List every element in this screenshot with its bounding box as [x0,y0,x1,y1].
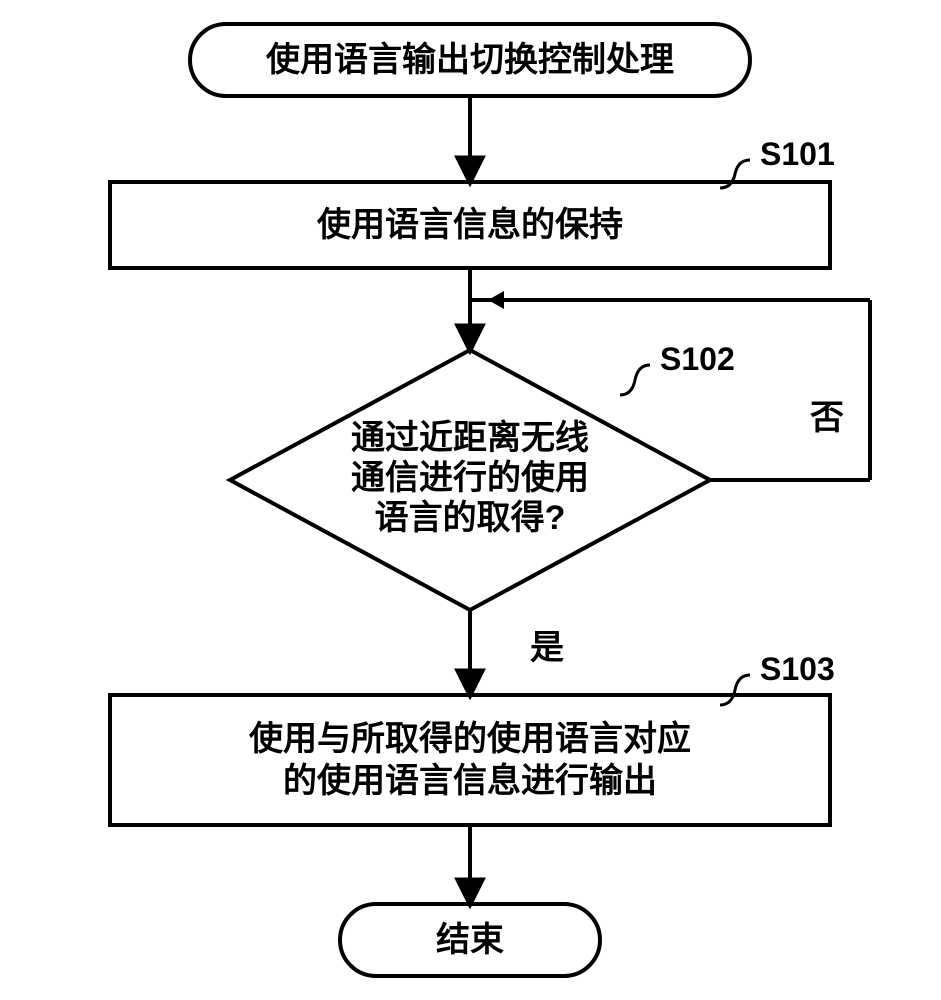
no-label: 否 [810,399,844,437]
process-text-line: 的使用语言信息进行输出 [283,761,657,800]
step-label: S102 [660,341,735,377]
yes-label: 是 [530,629,564,667]
process-text-line: 使用与所取得的使用语言对应 [248,720,691,758]
process-text: 使用语言信息的保持 [316,205,623,244]
decision-text-line: 通信进行的使用 [351,459,589,497]
step-label: S103 [760,651,835,687]
step-label: S101 [760,136,835,172]
terminator-text: 结束 [436,921,504,959]
decision-text-line: 通过近距离无线 [351,418,589,457]
terminator-text: 使用语言输出切换控制处理 [265,41,674,79]
process-box [110,695,830,825]
decision-text-line: 语言的取得? [375,499,566,537]
